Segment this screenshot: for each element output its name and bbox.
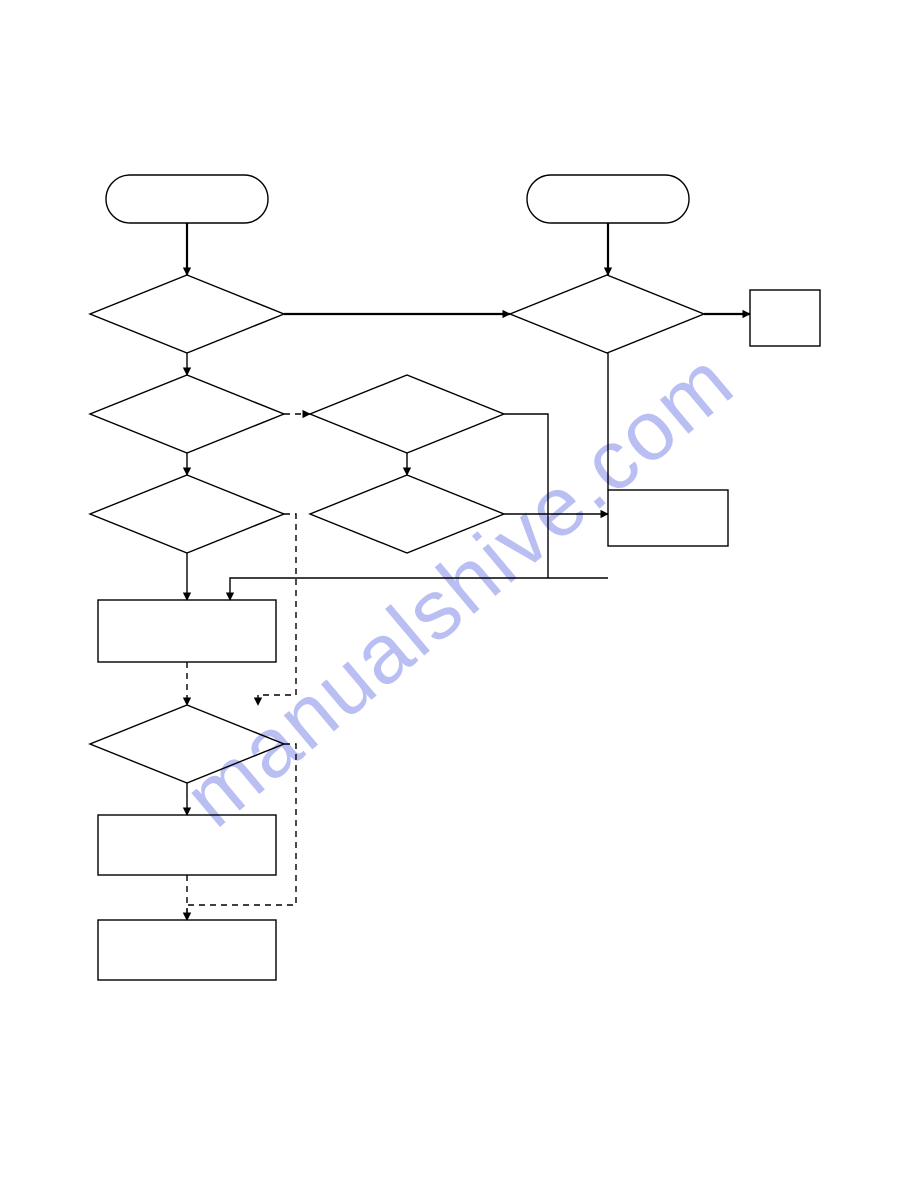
edge-d5-right-down-dash	[258, 514, 296, 705]
flowchart-canvas: manualshive.com	[0, 0, 918, 1188]
node-d3	[90, 375, 284, 453]
node-r5	[98, 920, 276, 980]
node-d7	[90, 705, 284, 783]
node-r4	[98, 815, 276, 875]
node-d5	[90, 475, 284, 553]
edge-d7-right-r5-side	[187, 744, 296, 920]
node-r2	[608, 490, 728, 546]
node-t1	[106, 175, 268, 223]
node-d1	[90, 275, 284, 353]
node-d6	[310, 475, 504, 553]
edge-join-bus-r3-top-r	[230, 578, 608, 600]
edge-d4-right-corner	[504, 414, 548, 578]
node-r1	[750, 290, 820, 346]
node-d4	[310, 375, 504, 453]
flowchart-svg	[0, 0, 918, 1188]
node-t2	[527, 175, 689, 223]
node-r3	[98, 600, 276, 662]
node-d2	[510, 275, 704, 353]
